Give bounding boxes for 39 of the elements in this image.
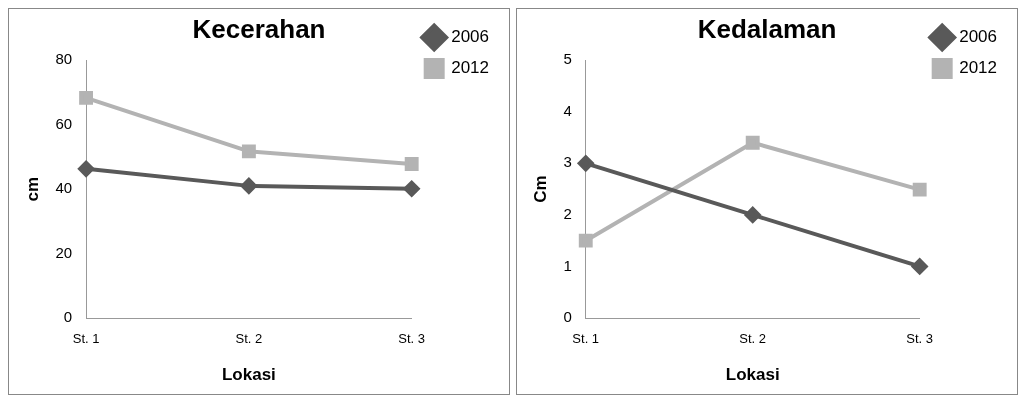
y-tick-label: 60 — [55, 114, 73, 132]
point — [912, 182, 927, 197]
y-axis-title: cm — [22, 176, 42, 202]
point — [241, 144, 256, 159]
y-tick-label: 0 — [563, 308, 572, 326]
point — [578, 233, 593, 248]
y-tick-label: 20 — [55, 243, 73, 261]
point — [240, 177, 257, 194]
x-axis-title: Lokasi — [221, 365, 276, 385]
point — [745, 135, 760, 150]
y-tick-label: 2 — [563, 205, 572, 223]
legend-label: 2006 — [959, 27, 998, 47]
x-axis-title: Lokasi — [725, 365, 780, 385]
point — [404, 157, 419, 171]
legend-label: 2012 — [959, 58, 998, 78]
x-tick-label: St. 3 — [398, 331, 426, 347]
point — [744, 206, 761, 223]
y-axis-title: Cm — [530, 175, 550, 203]
x-tick-label: St. 1 — [572, 331, 600, 347]
x-tick-label: St. 1 — [72, 331, 100, 347]
point — [403, 180, 420, 197]
legend-label: 2006 — [451, 27, 490, 47]
point — [577, 155, 594, 172]
y-tick-label: 5 — [563, 50, 572, 68]
y-tick-label: 0 — [63, 308, 73, 326]
y-tick-label: 1 — [563, 256, 572, 274]
x-tick-label: St. 2 — [235, 331, 263, 347]
legend-label: 2012 — [451, 58, 490, 78]
y-tick-label: 3 — [563, 153, 572, 171]
chart-title: Kedalaman — [697, 13, 837, 44]
y-tick-label: 4 — [563, 101, 572, 119]
point — [79, 90, 94, 105]
point — [78, 160, 95, 177]
x-tick-label: St. 2 — [739, 331, 767, 347]
y-tick-label: 40 — [55, 179, 73, 197]
y-tick-label: 80 — [55, 50, 73, 68]
point — [911, 258, 928, 275]
x-tick-label: St. 3 — [906, 331, 934, 347]
chart-title: Kecerahan — [192, 13, 326, 44]
